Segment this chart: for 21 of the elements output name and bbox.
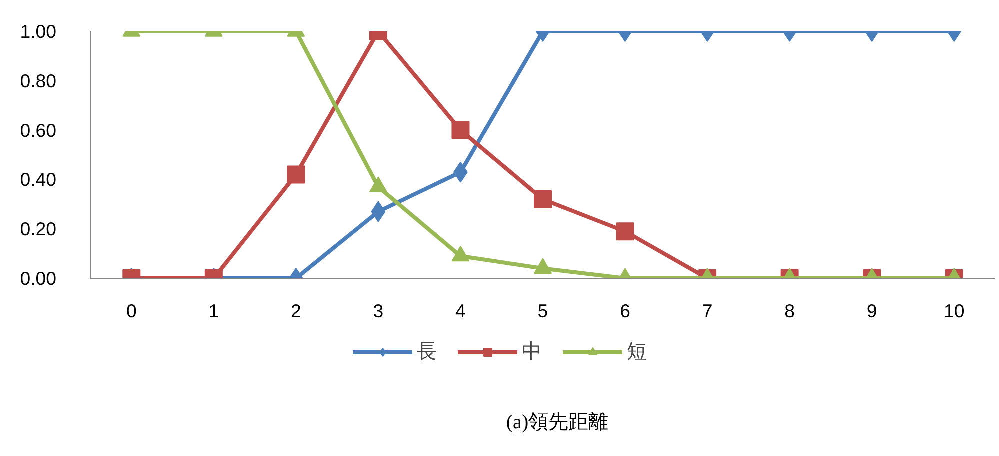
x-tick-label: 6 (620, 300, 630, 322)
y-tick-label: 0.00 (20, 268, 56, 289)
x-tick-label: 0 (126, 300, 137, 322)
legend-label: 短 (627, 340, 647, 365)
y-tick-label: 1.00 (20, 21, 56, 42)
x-tick-label: 5 (538, 300, 548, 322)
y-tick-label: 0.60 (20, 120, 56, 141)
x-tick-label: 1 (208, 300, 220, 322)
legend-label: 中 (522, 340, 542, 365)
y-tick-label: 0.80 (20, 70, 56, 92)
x-tick-label: 2 (290, 300, 302, 322)
x-tick-label: 8 (784, 300, 796, 322)
x-tick-label: 10 (944, 300, 965, 322)
y-tick-label: 0.40 (20, 169, 56, 190)
x-tick-label: 3 (373, 300, 384, 322)
text: (a)領先距離 (506, 412, 609, 434)
legend-label: 長 (417, 340, 437, 365)
y-tick-label: 0.20 (20, 218, 56, 240)
x-tick-label: 9 (866, 300, 878, 322)
x-tick-label: 4 (456, 300, 466, 322)
x-tick-label: 7 (702, 300, 713, 322)
